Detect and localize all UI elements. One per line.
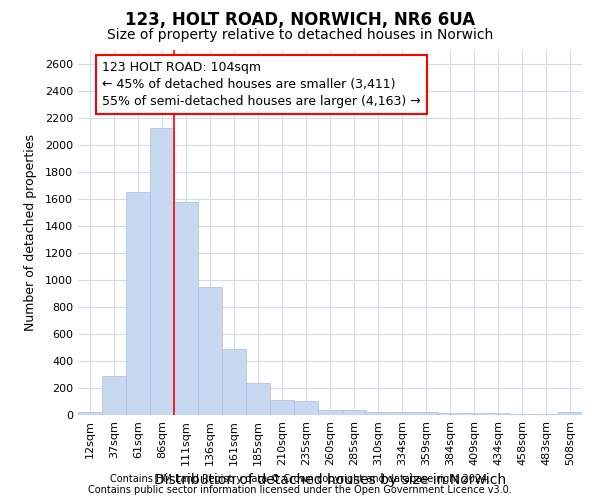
Bar xyxy=(414,412,438,415)
Bar xyxy=(198,286,222,415)
Text: Contains public sector information licensed under the Open Government Licence v3: Contains public sector information licen… xyxy=(88,485,512,495)
Bar xyxy=(366,412,390,415)
Text: 123, HOLT ROAD, NORWICH, NR6 6UA: 123, HOLT ROAD, NORWICH, NR6 6UA xyxy=(125,11,475,29)
Y-axis label: Number of detached properties: Number of detached properties xyxy=(23,134,37,331)
Text: Size of property relative to detached houses in Norwich: Size of property relative to detached ho… xyxy=(107,28,493,42)
Bar xyxy=(246,382,270,415)
Bar xyxy=(150,128,174,415)
Text: 123 HOLT ROAD: 104sqm
← 45% of detached houses are smaller (3,411)
55% of semi-d: 123 HOLT ROAD: 104sqm ← 45% of detached … xyxy=(102,61,421,108)
Bar xyxy=(102,376,126,415)
X-axis label: Distribution of detached houses by size in Norwich: Distribution of detached houses by size … xyxy=(154,473,506,487)
Bar xyxy=(486,413,510,415)
Bar xyxy=(174,202,198,415)
Bar xyxy=(126,192,150,415)
Bar xyxy=(294,402,318,415)
Text: Contains HM Land Registry data © Crown copyright and database right 2024.: Contains HM Land Registry data © Crown c… xyxy=(110,474,490,484)
Bar xyxy=(534,414,558,415)
Bar xyxy=(390,412,414,415)
Bar xyxy=(270,400,294,415)
Bar xyxy=(78,412,102,415)
Bar xyxy=(558,412,582,415)
Bar xyxy=(462,413,486,415)
Bar xyxy=(342,410,366,415)
Bar xyxy=(222,349,246,415)
Bar xyxy=(318,410,342,415)
Bar xyxy=(438,413,462,415)
Bar xyxy=(510,414,534,415)
